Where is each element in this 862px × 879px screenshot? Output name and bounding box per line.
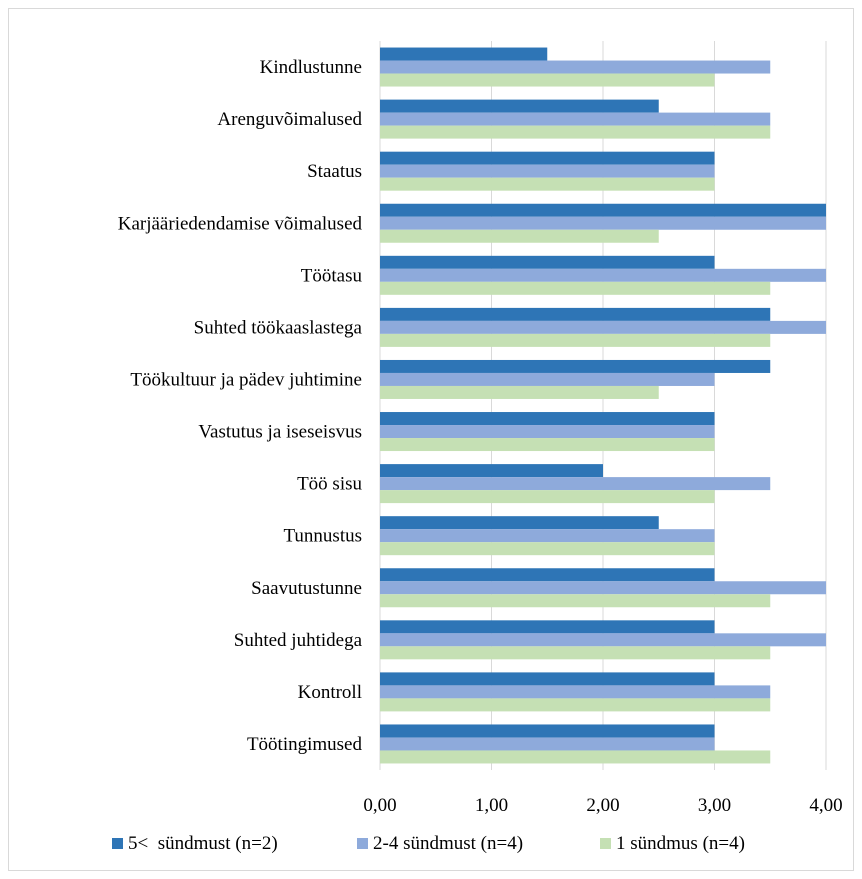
bar-series-3	[380, 281, 771, 295]
bar-series-2	[380, 372, 715, 386]
bar-series-2	[380, 633, 826, 647]
legend-item-series-2: 2-4 sündmust (n=4)	[357, 833, 523, 854]
category-label: Kontroll	[298, 682, 362, 703]
category-labels: Kindlustunne Arenguvõimalused Staatus Karjä…	[118, 57, 363, 755]
category-label: Suhted juhtidega	[234, 630, 363, 651]
bar-series-1	[380, 620, 715, 634]
bar-series-1	[380, 516, 659, 530]
category-label: Töötingimused	[247, 734, 363, 755]
x-tick-label: 3,00	[698, 795, 731, 816]
bar-series-1	[380, 151, 715, 165]
legend-item-series-3: 1 sündmus (n=4)	[600, 833, 745, 854]
bar-series-3	[380, 542, 715, 556]
bar-series-1	[380, 672, 715, 686]
bar-series-1	[380, 724, 715, 738]
category-label: Tunnustus	[283, 526, 362, 547]
category-label: Suhted töökaaslastega	[194, 317, 363, 338]
x-tick-label: 1,00	[475, 795, 508, 816]
bar-series-1	[380, 412, 715, 426]
x-tick-label: 4,00	[809, 795, 842, 816]
legend-item-series-1: 5< sündmust (n=2)	[112, 833, 278, 854]
legend-label: 2-4 sündmust (n=4)	[373, 833, 523, 854]
legend-label: 1 sündmus (n=4)	[616, 833, 745, 854]
bar-series-2	[380, 425, 715, 439]
bar-series-2	[380, 268, 826, 282]
bar-series-3	[380, 594, 771, 608]
bar-series-2	[380, 164, 715, 178]
bar-series-1	[380, 359, 771, 373]
bar-series-2	[380, 112, 771, 126]
bar-series-2	[380, 320, 826, 334]
bar-series-3	[380, 646, 771, 660]
grid-layer	[379, 41, 827, 770]
x-tick-label: 2,00	[586, 795, 619, 816]
bar-series-3	[380, 385, 659, 399]
bar-series-2	[380, 581, 826, 595]
bar-series-1	[380, 464, 603, 478]
x-tick-label: 0,00	[363, 795, 396, 816]
legend-swatch	[112, 838, 123, 849]
category-label: Töökultuur ja pädev juhtimine	[130, 369, 362, 390]
bar-series-1	[380, 307, 771, 321]
category-label: Vastutus ja iseseisvus	[198, 422, 362, 443]
bar-series-2	[380, 529, 715, 543]
bar-series-3	[380, 333, 771, 347]
bar-series-1	[380, 203, 826, 217]
legend-label: 5< sündmust (n=2)	[128, 833, 278, 854]
bar-series-2	[380, 477, 771, 491]
bar-series-3	[380, 438, 715, 452]
bar-series-3	[380, 698, 771, 712]
category-label: Töötasu	[301, 265, 363, 286]
legend-swatch	[600, 838, 611, 849]
bar-series-3	[380, 750, 771, 764]
bar-series-3	[380, 490, 715, 504]
bar-series-2	[380, 216, 826, 230]
bar-layer	[380, 47, 826, 764]
bar-series-3	[380, 73, 715, 87]
category-label: Staatus	[307, 161, 362, 182]
category-label: Arenguvõimalused	[217, 109, 362, 130]
bar-series-2	[380, 737, 715, 751]
category-label: Saavutustunne	[251, 578, 362, 599]
bar-series-2	[380, 685, 771, 699]
bar-series-3	[380, 125, 771, 139]
legend: 5< sündmust (n=2) 2-4 sündmust (n=4) 1 sün…	[112, 833, 745, 854]
bar-series-2	[380, 60, 771, 74]
bar-series-1	[380, 568, 715, 582]
category-label: Karjääriedendamise võimalused	[118, 213, 363, 234]
bar-series-1	[380, 255, 715, 269]
bar-series-1	[380, 47, 548, 61]
category-label: Kindlustunne	[260, 57, 362, 78]
category-label: Töö sisu	[297, 474, 362, 495]
bar-series-1	[380, 99, 659, 113]
x-axis-tick-labels: 0,00 1,00 2,00 3,00 4,00	[363, 795, 842, 816]
bar-series-3	[380, 177, 715, 191]
legend-swatch	[357, 838, 368, 849]
bar-series-3	[380, 229, 659, 243]
